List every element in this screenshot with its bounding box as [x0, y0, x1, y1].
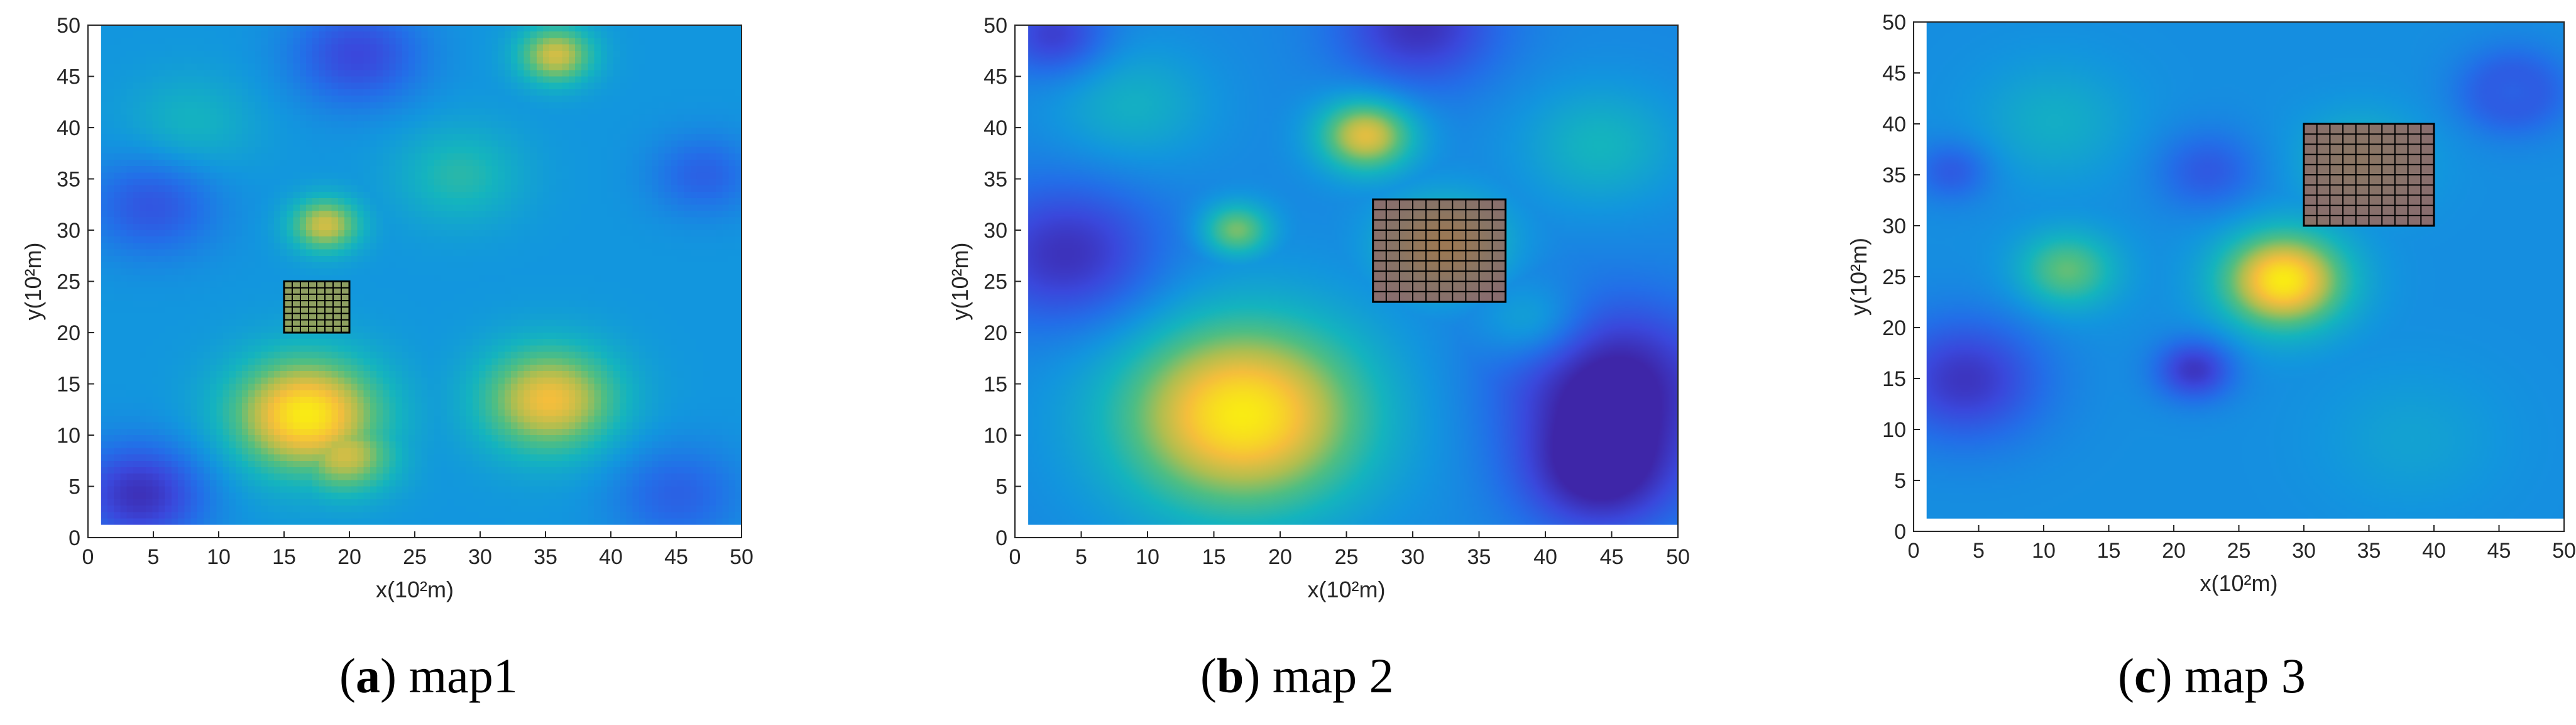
caption-text-c: map 3 [2184, 648, 2306, 703]
y-tick-label: 25 [1882, 265, 1906, 289]
heatmap-field [101, 25, 742, 525]
y-tick-label: 35 [984, 168, 1007, 192]
x-axis-label: x(10²m) [376, 577, 454, 602]
x-tick-label: 35 [2357, 539, 2381, 563]
x-tick-label: 5 [1973, 539, 1985, 563]
y-tick-label: 45 [984, 65, 1007, 89]
x-tick-label: 25 [2227, 539, 2251, 563]
x-tick-label: 45 [2487, 539, 2511, 563]
y-tick-label: 30 [1882, 214, 1906, 238]
y-tick-label: 10 [984, 424, 1007, 448]
y-tick-label: 35 [57, 168, 80, 192]
y-tick-label: 50 [57, 14, 80, 38]
caption-text-a: map1 [408, 648, 518, 703]
caption-letter-a: a [355, 648, 380, 703]
y-tick-label: 5 [995, 475, 1007, 499]
x-tick-label: 50 [730, 545, 754, 569]
y-tick-label: 10 [1882, 418, 1906, 442]
y-axis-label: y(10²m) [947, 243, 973, 321]
y-tick-label: 15 [1882, 367, 1906, 391]
heatmap-field [1028, 25, 1678, 525]
x-tick-label: 15 [2097, 539, 2121, 563]
x-tick-label: 20 [337, 545, 361, 569]
y-tick-label: 40 [984, 116, 1007, 140]
y-tick-label: 10 [57, 424, 80, 448]
x-tick-label: 0 [1009, 545, 1021, 569]
x-tick-label: 35 [534, 545, 557, 569]
heatmap-chart-c: 0 5 10 15 20 25 30 35 40 45 50 0 5 10 15 20 25 30 35 40 45 50… [1846, 11, 2576, 596]
y-axis-label: y(10²m) [20, 243, 46, 321]
heatmap-chart-a: 0 5 10 15 20 25 30 35 40 45 50 0 5 10 15 20 25 30 35 40 45 50… [20, 14, 754, 602]
y-tick-label: 0 [995, 526, 1007, 550]
x-tick-label: 0 [82, 545, 94, 569]
x-axis-label: x(10²m) [1308, 577, 1386, 602]
y-tick-label: 35 [1882, 163, 1906, 187]
panel-b: 0 5 10 15 20 25 30 35 40 45 50 0 5 10 15 20 25 30 35 40 45 50… [918, 0, 1709, 725]
x-tick-label: 45 [1600, 545, 1624, 569]
x-tick-label: 35 [1467, 545, 1491, 569]
x-tick-label: 40 [599, 545, 623, 569]
x-tick-label: 20 [1268, 545, 1292, 569]
x-tick-label: 25 [1335, 545, 1359, 569]
heatmap-chart-b: 0 5 10 15 20 25 30 35 40 45 50 0 5 10 15 20 25 30 35 40 45 50… [947, 14, 1690, 602]
x-tick-label: 20 [2162, 539, 2186, 563]
x-tick-label: 45 [664, 545, 688, 569]
x-tick-label: 0 [1908, 539, 1920, 563]
y-axis-label: y(10²m) [1846, 238, 1872, 316]
y-tick-label: 25 [57, 270, 80, 294]
y-tick-label: 30 [57, 219, 80, 243]
caption-a: (a) map1 [339, 648, 518, 703]
x-tick-label: 25 [403, 545, 427, 569]
x-tick-label: 40 [1533, 545, 1557, 569]
y-tick-label: 25 [984, 270, 1007, 294]
x-tick-label: 50 [1666, 545, 1690, 569]
y-tick-label: 15 [57, 373, 80, 397]
x-tick-label: 30 [468, 545, 492, 569]
x-tick-label: 15 [272, 545, 296, 569]
x-tick-label: 10 [2032, 539, 2056, 563]
y-tick-label: 0 [69, 526, 80, 550]
y-tick-label: 40 [57, 116, 80, 140]
x-tick-label: 15 [1202, 545, 1226, 569]
caption-letter-b: b [1216, 648, 1244, 703]
x-tick-label: 50 [2552, 539, 2576, 563]
x-tick-label: 40 [2422, 539, 2446, 563]
x-tick-label: 30 [1401, 545, 1425, 569]
caption-c: (c) map 3 [2118, 648, 2306, 703]
y-tick-label: 5 [69, 475, 80, 499]
caption-b: (b) map 2 [1200, 648, 1394, 703]
x-axis-label: x(10²m) [2200, 570, 2278, 596]
heatmap-field [1926, 22, 2564, 519]
x-tick-label: 5 [1075, 545, 1087, 569]
y-tick-label: 50 [1882, 11, 1906, 35]
y-tick-label: 45 [1882, 62, 1906, 86]
panel-c: 0 5 10 15 20 25 30 35 40 45 50 0 5 10 15 20 25 30 35 40 45 50… [1846, 0, 2576, 725]
y-tick-label: 5 [1894, 469, 1906, 493]
y-tick-label: 20 [1882, 316, 1906, 340]
caption-letter-c: c [2134, 648, 2156, 703]
x-tick-label: 10 [207, 545, 231, 569]
y-tick-label: 50 [984, 14, 1007, 38]
y-tick-label: 15 [984, 373, 1007, 397]
y-tick-label: 40 [1882, 113, 1906, 136]
y-tick-label: 45 [57, 65, 80, 89]
y-tick-label: 0 [1894, 520, 1906, 544]
y-tick-label: 20 [57, 321, 80, 345]
y-tick-label: 20 [984, 321, 1007, 345]
x-tick-label: 30 [2292, 539, 2316, 563]
y-tick-label: 30 [984, 219, 1007, 243]
panel-a: 0 5 10 15 20 25 30 35 40 45 50 0 5 10 15 20 25 30 35 40 45 50… [0, 0, 754, 725]
x-tick-label: 5 [148, 545, 160, 569]
caption-text-b: map 2 [1272, 648, 1394, 703]
x-tick-label: 10 [1136, 545, 1159, 569]
